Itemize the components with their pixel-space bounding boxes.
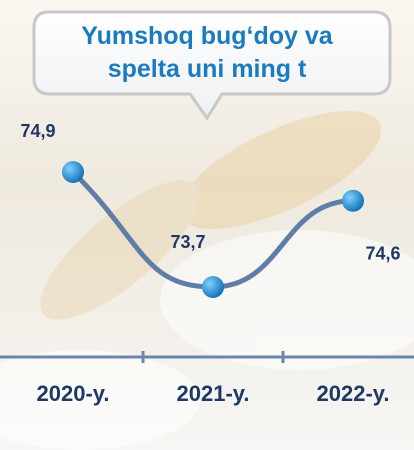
value-label: 74,6 (365, 244, 400, 264)
chart: 2020-y. 2021-y. 2022-y. 74,9 73,7 74,6 Yumsho… (0, 0, 414, 450)
x-tick-label: 2020-y. (37, 381, 110, 406)
x-tick-label: 2022-y. (317, 381, 390, 406)
marker (342, 190, 364, 212)
marker (62, 161, 84, 183)
marker (202, 276, 224, 298)
chart-title: Yumshoq bug‘doy va spelta uni ming t (47, 20, 367, 86)
x-tick-label: 2021-y. (177, 381, 250, 406)
value-label: 73,7 (170, 232, 205, 252)
value-label: 74,9 (20, 121, 55, 141)
